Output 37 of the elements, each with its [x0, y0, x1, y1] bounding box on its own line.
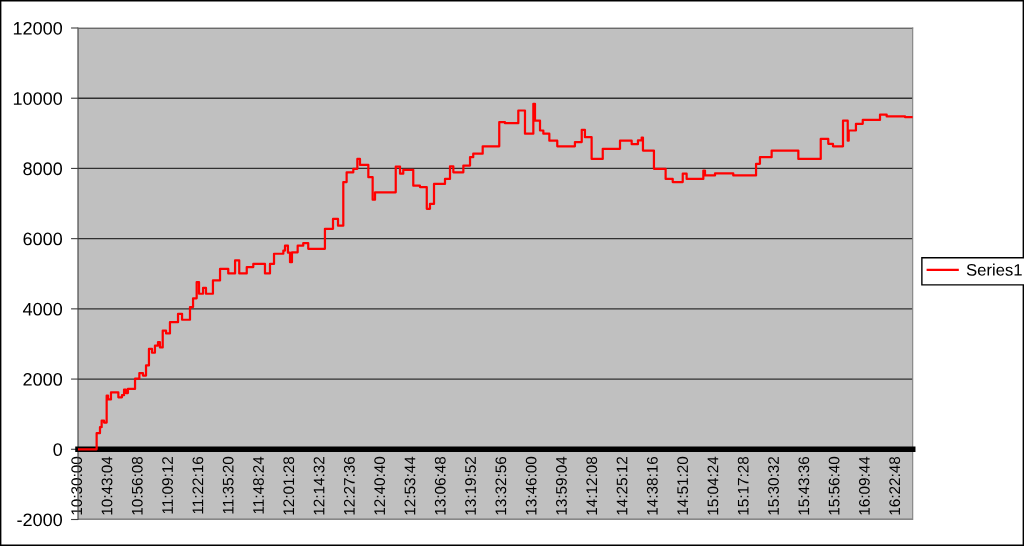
- y-tick-label: 2000: [23, 373, 63, 386]
- x-tick-label: 10:43:04: [101, 456, 113, 515]
- x-tick-label: 10:30:00: [71, 456, 83, 515]
- x-tick-label: 15:30:32: [768, 456, 779, 515]
- x-tick-label: 14:51:20: [677, 456, 689, 515]
- x-tick-label: 11:35:20: [222, 456, 234, 514]
- x-tick-label: 13:46:00: [525, 456, 537, 515]
- x-tick-label: 14:12:08: [586, 456, 598, 515]
- y-tick-label: 0: [53, 443, 63, 457]
- x-tick-label: 11:22:16: [192, 456, 204, 514]
- x-tick-label: 12:01:28: [283, 456, 295, 515]
- x-tick-label: 15:56:40: [828, 456, 840, 515]
- x-tick-label: 11:48:24: [253, 456, 264, 514]
- x-tick-label: 15:04:24: [707, 456, 719, 515]
- x-tick-label: 13:19:52: [465, 456, 476, 515]
- x-tick-label: 13:32:56: [495, 456, 507, 515]
- x-tick-label: 15:17:28: [737, 456, 749, 515]
- x-tick-label: 13:06:48: [434, 456, 446, 515]
- x-tick-label: 10:56:08: [131, 456, 143, 515]
- x-tick-label: 12:53:44: [404, 456, 416, 515]
- y-tick-label: 10000: [13, 92, 63, 105]
- x-tick-label: 16:22:48: [889, 456, 901, 515]
- y-tick-label: 6000: [23, 232, 63, 246]
- y-tick-label: 4000: [22, 302, 63, 316]
- x-tick-label: 14:38:16: [646, 456, 658, 515]
- x-tick-label: 12:14:32: [313, 456, 325, 515]
- x-tick-label: 14:25:12: [616, 456, 628, 515]
- x-tick-label: 12:40:40: [374, 456, 386, 515]
- y-tick-label: 8000: [23, 162, 63, 176]
- x-tick-label: 11:09:12: [162, 456, 173, 514]
- y-tick-label: 12000: [13, 21, 63, 35]
- x-tick-label: 16:09:44: [858, 456, 870, 515]
- x-tick-label: 12:27:36: [343, 456, 355, 515]
- x-tick-label: 13:59:04: [556, 456, 567, 515]
- legend-label: Series1: [966, 263, 1022, 276]
- x-tick-label: 15:43:36: [798, 456, 810, 515]
- y-tick-label: -2000: [17, 513, 63, 527]
